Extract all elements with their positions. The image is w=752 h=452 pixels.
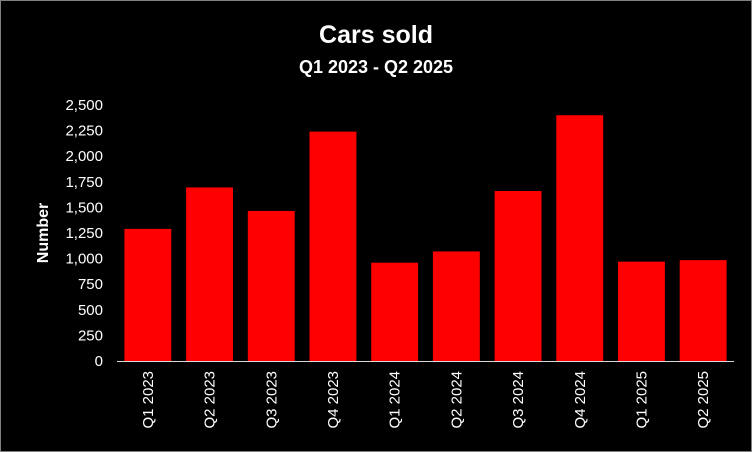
y-tick-label: 1,750: [65, 174, 103, 191]
bar: [124, 228, 172, 361]
y-axis-ticks: 0 250 500 750 1,000 1,250 1,500 1,750 2,000 2,250…: [65, 97, 103, 370]
y-tick-label: 1,000: [65, 251, 103, 268]
bar: [432, 251, 480, 361]
chart-subtitle: Q1 2023 - Q2 2025: [298, 57, 454, 77]
x-tick-label: Q1 2023: [140, 371, 157, 429]
y-tick-label: 750: [78, 276, 103, 293]
x-tick-label: Q3 2024: [510, 371, 527, 429]
x-tick-label: Q2 2025: [695, 371, 712, 429]
x-tick-label: Q1 2025: [633, 371, 650, 429]
x-tick-label: Q4 2023: [325, 371, 342, 429]
x-tick-label: Q4 2024: [572, 371, 589, 429]
bar: [309, 131, 357, 361]
bar: [679, 260, 727, 361]
y-tick-label: 250: [78, 327, 103, 344]
y-tick-label: 2,250: [65, 123, 103, 140]
x-axis-ticks: Q1 2023 Q2 2023 Q3 2023 Q4 2023 Q1 2024 Q2 20…: [140, 371, 712, 429]
bar: [371, 262, 419, 361]
x-tick-label: Q2 2024: [448, 371, 465, 429]
bar: [247, 210, 295, 361]
y-tick-label: 1,250: [65, 225, 103, 242]
y-tick-label: 1,500: [65, 199, 103, 216]
y-tick-label: 0: [95, 353, 103, 370]
bars: [124, 115, 727, 362]
bar: [618, 261, 665, 361]
x-tick-label: Q3 2023: [263, 371, 280, 429]
y-tick-label: 500: [78, 302, 103, 319]
bar: [556, 115, 604, 362]
bar: [186, 187, 233, 361]
bar: [494, 191, 542, 361]
y-tick-label: 2,000: [65, 148, 103, 165]
x-tick-label: Q2 2023: [202, 371, 219, 429]
y-axis-title: Number: [35, 203, 52, 263]
chart-title: Cars sold: [319, 21, 433, 49]
x-tick-label: Q1 2024: [387, 371, 404, 429]
y-tick-label: 2,500: [65, 97, 103, 114]
